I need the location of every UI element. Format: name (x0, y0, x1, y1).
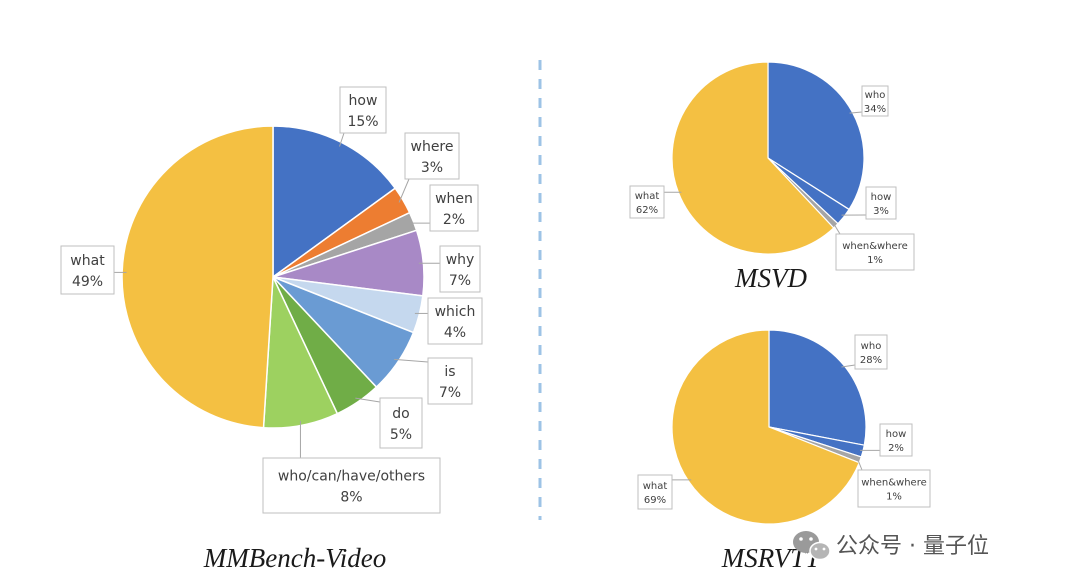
slice-label-which: which 4% (427, 297, 483, 345)
slice-name: who (865, 90, 886, 101)
label-box (262, 457, 441, 514)
slice-label-when: when 2% (429, 184, 479, 232)
slice-percent: 3% (873, 206, 889, 217)
slice-percent: 8% (340, 489, 362, 505)
slice-name: who/can/have/others (278, 468, 425, 484)
slice-name: how (886, 429, 907, 440)
chart-title-mmbench-video: MMBench-Video (203, 543, 386, 573)
slice-label-what: what 49% (60, 245, 115, 295)
slice-name: which (435, 304, 476, 320)
watermark: 公众号 · 量子位 (793, 531, 989, 561)
pie-slice-what (121, 125, 274, 429)
slice-percent: 2% (443, 212, 465, 228)
slice-labels: how 15% where 3% when 2% why 7% which 4% is 7% do 5% w… (60, 86, 483, 514)
slice-name: what (643, 481, 668, 492)
slice-label-is: is 7% (427, 357, 473, 405)
pie-slice-what (671, 61, 835, 255)
slice-name: what (635, 191, 660, 202)
slice-label-how: how 2% (879, 423, 913, 457)
label-box (429, 184, 479, 232)
slice-percent: 62% (636, 205, 658, 216)
slice-percent: 69% (644, 495, 666, 506)
slice-label-when-where: when&where 1% (857, 469, 931, 508)
slice-label-who: who 28% (854, 334, 888, 370)
pie-slices (121, 125, 425, 429)
slice-percent: 7% (449, 273, 471, 289)
slice-percent: 5% (390, 427, 412, 443)
leader-line (833, 223, 841, 235)
watermark-text: 公众号 · 量子位 (836, 534, 989, 559)
pie-chart-msvd: who 34% how 3% when&where 1% what 62% (629, 61, 915, 271)
slice-labels: who 34% how 3% when&where 1% what 62% (629, 85, 915, 271)
label-box (439, 245, 481, 293)
slice-label-do: do 5% (379, 397, 423, 449)
label-box (60, 245, 115, 295)
slice-label-where: where 3% (404, 132, 460, 180)
label-box (404, 132, 460, 180)
label-box (835, 233, 915, 271)
slice-percent: 49% (72, 274, 103, 290)
label-box (865, 186, 897, 220)
label-box (857, 469, 931, 508)
slice-name: when&where (861, 477, 927, 488)
slice-name: is (444, 364, 455, 380)
slice-percent: 28% (860, 355, 882, 366)
slice-percent: 3% (421, 160, 443, 176)
leader-line (394, 358, 429, 363)
label-box (854, 334, 888, 370)
slice-label-how: how 15% (339, 86, 387, 134)
pie-chart-mmbench-video: how 15% where 3% when 2% why 7% which 4% is 7% do 5% w… (60, 86, 483, 514)
slice-labels: who 28% how 2% when&where 1% what 69% (637, 334, 931, 510)
label-box (879, 423, 913, 457)
slice-label-how: how 3% (865, 186, 897, 220)
label-box (629, 185, 665, 219)
slice-name: why (446, 252, 475, 268)
pie-slice-who (768, 329, 867, 446)
chart-title-msvd: MSVD (734, 263, 807, 293)
slice-label-why: why 7% (439, 245, 481, 293)
label-box (427, 357, 473, 405)
slice-percent: 1% (867, 255, 883, 266)
slice-label-when-where: when&where 1% (835, 233, 915, 271)
slice-name: where (411, 139, 454, 155)
slice-name: when&where (842, 241, 908, 252)
slice-percent: 1% (886, 491, 902, 502)
label-box (427, 297, 483, 345)
slice-name: when (435, 191, 473, 207)
slice-name: how (349, 93, 378, 109)
pie-slices (671, 61, 865, 255)
slice-name: do (392, 406, 409, 422)
slice-name: who (861, 341, 882, 352)
leader-line (857, 458, 863, 471)
label-box (637, 474, 673, 510)
slice-name: what (70, 253, 105, 269)
label-box (861, 85, 889, 117)
label-box (379, 397, 423, 449)
slice-percent: 34% (864, 104, 886, 115)
leader-line (841, 364, 856, 368)
slice-percent: 2% (888, 443, 904, 454)
pie-slice-what (671, 329, 860, 525)
pie-slices (671, 329, 867, 525)
slice-label-what: what 69% (637, 474, 673, 510)
leader-line (355, 397, 381, 403)
slice-percent: 15% (347, 114, 378, 130)
slice-name: how (871, 192, 892, 203)
label-box (339, 86, 387, 134)
pie-chart-msrvtt: who 28% how 2% when&where 1% what 69% (637, 329, 931, 525)
leader-line (398, 178, 410, 203)
slice-label-who: who 34% (861, 85, 889, 117)
slice-percent: 7% (439, 385, 461, 401)
slice-label-who-can-have-others: who/can/have/others 8% (262, 457, 441, 514)
pie-slice-how (272, 125, 396, 278)
slice-label-what: what 62% (629, 185, 665, 219)
wechat-icon (793, 531, 831, 561)
slice-percent: 4% (444, 325, 466, 341)
leader-line (849, 111, 863, 114)
leader-line (339, 132, 345, 147)
